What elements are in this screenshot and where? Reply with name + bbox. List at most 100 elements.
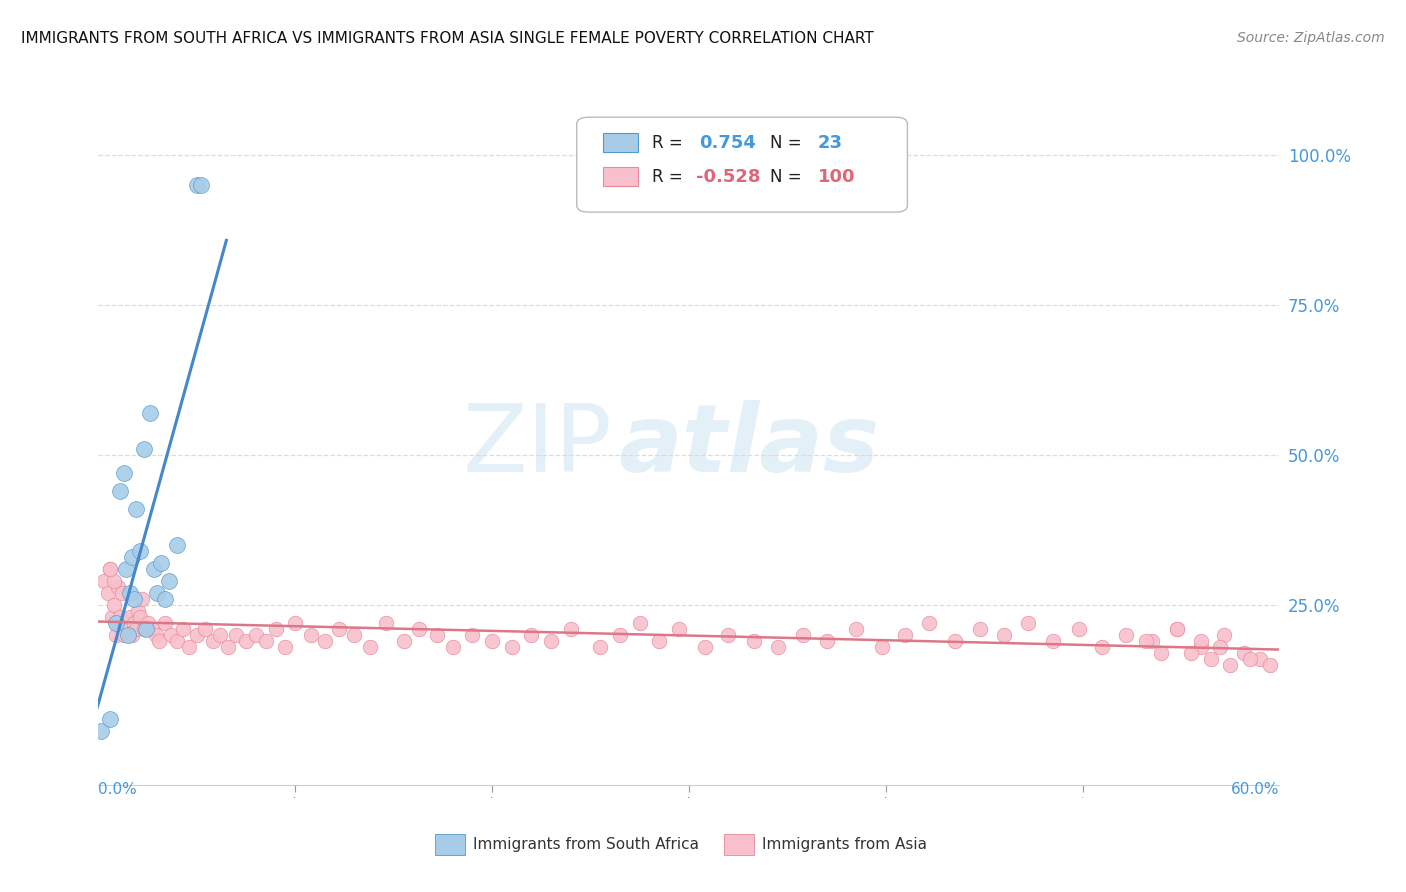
Point [190, 178, 212, 192]
Point [141, 622, 163, 636]
Point [115, 615, 138, 630]
Point [145, 628, 167, 642]
Point [166, 634, 188, 648]
Point [815, 634, 838, 648]
Point [374, 615, 396, 630]
Point [1166, 622, 1188, 636]
Point [274, 640, 297, 654]
Point [108, 610, 131, 624]
Point [98, 712, 121, 726]
Point [264, 622, 287, 636]
Point [894, 628, 917, 642]
Point [501, 640, 523, 654]
Point [103, 598, 125, 612]
Point [993, 628, 1015, 642]
Point [1199, 652, 1222, 666]
FancyBboxPatch shape [434, 834, 464, 855]
Point [441, 640, 464, 654]
Point [117, 622, 139, 636]
Point [209, 628, 232, 642]
Point [125, 622, 148, 636]
Point [155, 615, 177, 630]
Point [648, 634, 671, 648]
Point [1091, 640, 1114, 654]
Point [1239, 652, 1261, 666]
Point [127, 604, 149, 618]
Point [1189, 634, 1212, 648]
Point [1115, 628, 1137, 642]
Point [359, 640, 381, 654]
Point [136, 615, 159, 630]
Point [1135, 634, 1157, 648]
Point [481, 634, 503, 648]
Text: IMMIGRANTS FROM SOUTH AFRICA VS IMMIGRANTS FROM ASIA SINGLE FEMALE POVERTY CORRE: IMMIGRANTS FROM SOUTH AFRICA VS IMMIGRAN… [21, 31, 875, 46]
Point [177, 640, 200, 654]
Point [1189, 640, 1212, 654]
Text: Immigrants from Asia: Immigrants from Asia [762, 837, 927, 852]
Point [969, 622, 991, 636]
Point [107, 615, 129, 630]
Point [408, 622, 430, 636]
Text: N =: N = [770, 168, 807, 186]
Text: ZIP: ZIP [463, 400, 612, 492]
Point [343, 628, 366, 642]
Text: 0.754: 0.754 [700, 134, 756, 152]
Text: Immigrants from South Africa: Immigrants from South Africa [472, 837, 699, 852]
Point [157, 574, 180, 588]
Point [122, 615, 145, 630]
Point [132, 622, 155, 636]
Point [299, 628, 322, 642]
Point [609, 628, 631, 642]
Point [1042, 634, 1064, 648]
Point [121, 628, 143, 642]
Text: N =: N = [770, 134, 807, 152]
Point [166, 538, 188, 552]
Point [1150, 646, 1173, 660]
Point [160, 628, 183, 642]
Point [918, 615, 941, 630]
Point [589, 640, 612, 654]
Point [138, 406, 160, 420]
Point [97, 586, 120, 600]
Point [717, 628, 740, 642]
Point [1017, 615, 1039, 630]
Text: R =: R = [652, 168, 689, 186]
Point [112, 628, 135, 642]
Point [426, 628, 449, 642]
Point [148, 634, 170, 648]
Point [135, 622, 157, 636]
Point [284, 615, 307, 630]
Point [105, 615, 128, 630]
Point [131, 592, 153, 607]
Point [742, 634, 765, 648]
Point [328, 622, 350, 636]
Point [142, 562, 165, 576]
Point [235, 634, 257, 648]
Point [1067, 622, 1090, 636]
Point [108, 483, 131, 498]
Point [540, 634, 562, 648]
Point [150, 556, 173, 570]
Point [693, 640, 716, 654]
Point [1166, 622, 1188, 636]
Point [1219, 657, 1241, 672]
Text: R =: R = [652, 134, 689, 152]
Point [146, 586, 169, 600]
Point [943, 634, 966, 648]
FancyBboxPatch shape [603, 134, 638, 153]
Point [107, 580, 129, 594]
Point [121, 549, 143, 564]
Point [520, 628, 543, 642]
Point [172, 622, 194, 636]
Point [112, 466, 135, 480]
Point [132, 442, 155, 456]
Point [392, 634, 415, 648]
Point [111, 622, 134, 636]
Point [1233, 646, 1256, 660]
Point [194, 622, 217, 636]
Point [128, 610, 150, 624]
Point [254, 634, 277, 648]
Text: Source: ZipAtlas.com: Source: ZipAtlas.com [1237, 31, 1385, 45]
Point [1249, 652, 1271, 666]
Point [217, 640, 239, 654]
